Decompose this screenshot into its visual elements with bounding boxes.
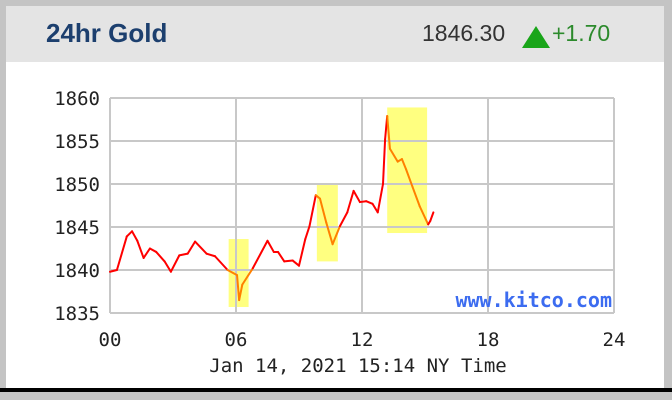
price-line-segment [388,147,399,163]
price-line-segment [142,247,151,259]
current-price: 1846.30 [422,20,506,46]
price-line-segment [136,239,145,259]
x-tick-label: 12 [351,329,374,351]
x-tick-label: 24 [603,329,626,351]
price-line-segment [411,185,421,208]
price-line-segment [429,211,435,222]
price-line-segment [205,252,216,258]
price-line-segment [308,194,317,228]
chart-title: 24hr Gold [46,18,168,48]
price-line-segment [283,259,294,263]
triangle-up-icon [522,26,550,48]
price-line-segment [338,211,349,228]
price-line-segment [352,189,361,204]
price-line-segment [365,200,374,205]
price-line-segment [298,238,307,267]
x-tick-label: 18 [477,329,500,351]
price-line-segment [325,221,334,246]
price-line-segment [400,158,408,171]
price-line-segment [109,269,118,273]
y-tick-label: 1850 [54,174,100,196]
price-line-segment [169,254,181,273]
chart-frame: 24hr Gold 1846.30 +1.70 [6,6,664,388]
price-line-segment [214,255,229,271]
price-line-segment [163,260,172,273]
price-line-segment [115,235,128,271]
x-tick-label: 06 [225,329,248,351]
price-line-segment [277,250,286,263]
price-line-segment [241,267,254,286]
price-line-segment [358,200,368,204]
bottom-divider [0,388,672,392]
watermark: www.kitco.com [455,288,612,312]
price-line-segment [155,250,166,263]
price-line-segment [194,240,208,255]
x-tick-label: 00 [99,329,122,351]
price-line-segment [319,197,328,224]
price-line-segment [405,168,414,188]
price-change: +1.70 [552,20,611,46]
y-tick-label: 1840 [54,260,100,282]
y-tick-label: 1855 [54,131,100,153]
price-line-segment [418,205,430,226]
price-line-segment [291,259,300,267]
price-line-segment [148,247,158,253]
x-axis-label: Jan 14, 2021 15:14 NY Time [209,355,506,377]
price-line-segment [131,230,139,242]
price-line-segment [178,252,189,257]
price-line-segment [376,183,384,214]
price-line-segment [226,269,239,277]
price-line-segment [266,239,275,253]
price-line-segment [386,115,391,150]
chart-header: 24hr Gold 1846.30 +1.70 [6,6,664,62]
price-line-segment [251,239,269,270]
price-line-segment [346,189,355,214]
y-tick-label: 1860 [54,88,100,110]
price-line-segment [382,138,387,185]
highlight-box-0 [228,239,249,307]
price-line-segment [304,225,311,241]
price-line-segment [238,283,244,302]
price-line-segment [236,274,241,302]
price-line-segment [186,240,197,255]
price-line-segment [371,202,379,214]
price-line-segment [331,225,341,246]
y-tick-label: 1845 [54,217,100,239]
y-tick-label: 1835 [54,303,100,325]
price-line-segment [125,230,134,238]
